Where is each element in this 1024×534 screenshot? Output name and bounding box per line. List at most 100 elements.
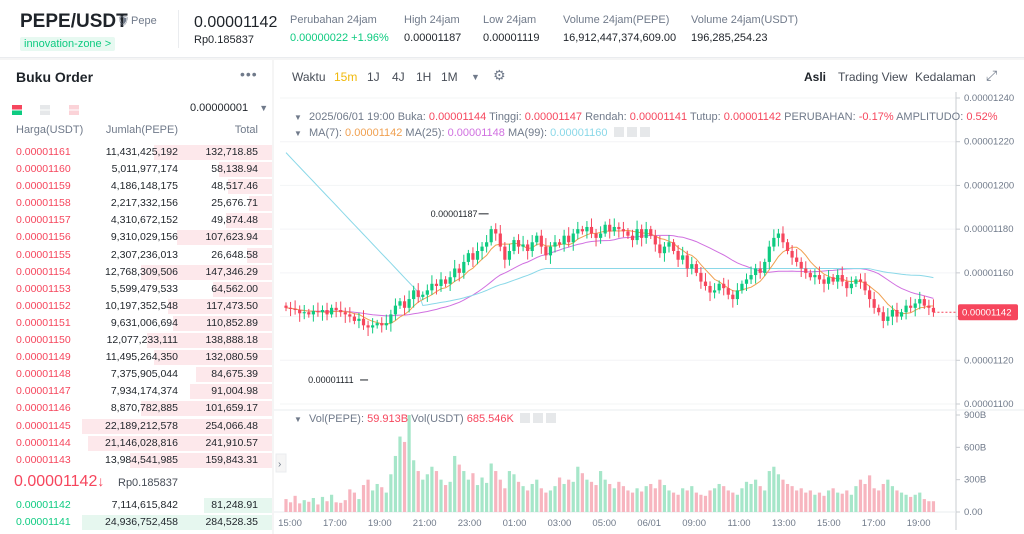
eye-icon[interactable] (613, 127, 624, 137)
bid-row[interactable]: 0.00001141 24,936,752,458 284,528.35 (0, 514, 272, 531)
gear-icon[interactable] (532, 413, 543, 423)
ask-row[interactable]: 0.00001151 9,631,006,694 110,852.89 (0, 315, 272, 332)
candlestick-chart[interactable]: 0.00001240 0.00001220 0.00001200 0.00001180… (274, 60, 1024, 534)
view-trading-view[interactable]: Trading View (838, 70, 908, 84)
close-icon[interactable] (545, 413, 556, 423)
volume-bar (699, 494, 703, 512)
eye-icon[interactable] (519, 413, 530, 423)
pair-symbol[interactable]: PEPE/USDT (20, 11, 128, 32)
close-icon[interactable] (639, 127, 650, 137)
view-kedalaman[interactable]: Kedalaman (915, 70, 976, 84)
arrow-down-icon: ↓ (97, 473, 105, 489)
candle-body (471, 253, 475, 260)
bid-row[interactable]: 0.00001142 7,114,615,842 81,248.91 (0, 497, 272, 514)
ask-price: 0.00001160 (16, 163, 71, 176)
volume-bar (589, 481, 594, 512)
stat-label: Volume 24jam(USDT) (691, 14, 798, 26)
volume-bar (348, 489, 352, 512)
volume-bar (662, 485, 667, 512)
precision-select[interactable]: 0.00000001 ▼ (190, 102, 268, 114)
interval-1h[interactable]: 1H (416, 70, 432, 84)
bids-only-icon[interactable] (40, 105, 51, 115)
ask-row[interactable]: 0.00001144 21,146,028,816 241,910.57 (0, 435, 272, 452)
gear-icon[interactable] (626, 127, 637, 137)
candle-body (722, 283, 726, 289)
settings-icon[interactable]: ⚙ (493, 67, 506, 83)
candle-body (754, 268, 758, 276)
open-label: Buka: (397, 111, 426, 123)
ask-row[interactable]: 0.00001153 5,599,479,533 64,562.00 (0, 281, 272, 298)
ask-row[interactable]: 0.00001152 10,197,352,548 117,473.50 (0, 298, 272, 315)
candle-body (676, 251, 680, 260)
candle-body (808, 272, 812, 278)
volume-bar (899, 492, 904, 512)
candle-body (817, 275, 822, 280)
ask-row[interactable]: 0.00001156 9,310,029,156 107,623.94 (0, 229, 272, 246)
view-asli[interactable]: Asli (804, 70, 827, 84)
ask-price: 0.00001144 (16, 436, 71, 449)
ask-row[interactable]: 0.00001159 4,186,148,175 48,517.46 (0, 178, 272, 195)
interval-1j[interactable]: 1J (367, 70, 380, 84)
ask-row[interactable]: 0.00001150 12,077,233,111 138,888.18 (0, 332, 272, 349)
ask-total: 147,346.29 (205, 265, 258, 278)
innovation-zone-tag[interactable]: innovation-zone > (20, 37, 116, 51)
both-sides-icon[interactable] (12, 105, 22, 115)
open-value: 0.00001144 (428, 111, 487, 123)
candle-body (516, 240, 521, 247)
interval-15m[interactable]: 15m (334, 70, 358, 84)
ask-row[interactable]: 0.00001161 11,431,425,192 132,718.85 (0, 144, 272, 161)
collapse-icon[interactable]: ▼ (294, 113, 302, 122)
ask-row[interactable]: 0.00001146 8,870,782,885 101,659.17 (0, 400, 272, 417)
candle-body (352, 316, 356, 321)
interval-4j[interactable]: 4J (392, 70, 405, 84)
candle-body (630, 235, 635, 241)
ask-row[interactable]: 0.00001145 22,189,212,578 254,066.48 (0, 418, 272, 435)
ask-total: 101,659.17 (205, 402, 258, 415)
candle-body (708, 285, 712, 293)
ask-amount: 13,984,541,985 (105, 453, 178, 466)
change-label: PERUBAHAN: (784, 111, 856, 123)
interval-dropdown-icon[interactable]: ▼ (471, 72, 480, 82)
x-tick-label: 15:00 (278, 518, 302, 529)
candle-body (457, 268, 461, 273)
mid-price-row[interactable]: 0.00001142↓ Rp0.185837 (0, 471, 272, 497)
ask-row[interactable]: 0.00001154 12,768,309,506 147,346.29 (0, 264, 272, 281)
ask-row[interactable]: 0.00001147 7,934,174,374 91,004.98 (0, 383, 272, 400)
candle-body (858, 279, 863, 282)
collapse-icon[interactable]: ▼ (294, 415, 302, 424)
depth-bar (226, 213, 272, 229)
volume-bar (749, 483, 753, 512)
volume-bar (703, 495, 708, 512)
volume-bar (712, 488, 717, 512)
candle-body (922, 299, 926, 306)
ask-row[interactable]: 0.00001155 2,307,236,013 26,648.58 (0, 247, 272, 264)
fullscreen-icon[interactable]: ⤢ (986, 67, 998, 83)
asks-only-icon[interactable] (68, 105, 79, 115)
volume-bar (334, 502, 338, 512)
volume-bar (512, 474, 516, 512)
volume-bar (480, 477, 484, 512)
candle-body (671, 242, 676, 251)
volume-bar (594, 485, 598, 512)
ask-row[interactable]: 0.00001149 11,495,264,350 132,080.59 (0, 349, 272, 366)
close-value: 0.00001142 (723, 111, 782, 123)
ask-row[interactable]: 0.00001160 5,011,977,174 58,138.94 (0, 161, 272, 178)
stat-value: 0.00001187 (404, 32, 462, 44)
candle-body (348, 314, 352, 317)
volume-bar (667, 490, 671, 512)
volume-bar (640, 491, 644, 512)
volume-bar (526, 490, 530, 512)
ask-row[interactable]: 0.00001143 13,984,541,985 159,843.31 (0, 452, 272, 469)
volume-bar (868, 475, 872, 512)
ask-row[interactable]: 0.00001148 7,375,905,044 84,675.39 (0, 366, 272, 383)
ask-row[interactable]: 0.00001157 4,310,672,152 49,874.48 (0, 212, 272, 229)
volume-bar (772, 466, 776, 512)
candle-body (503, 246, 507, 260)
interval-1m[interactable]: 1M (441, 70, 458, 84)
ask-row[interactable]: 0.00001158 2,217,332,156 25,676.71 (0, 195, 272, 212)
coin-name-link[interactable]: Pepe (131, 15, 157, 27)
candle-body (357, 318, 361, 321)
more-icon[interactable]: ••• (240, 66, 258, 82)
collapse-icon[interactable]: ▼ (294, 129, 302, 138)
candle-body (740, 283, 744, 291)
